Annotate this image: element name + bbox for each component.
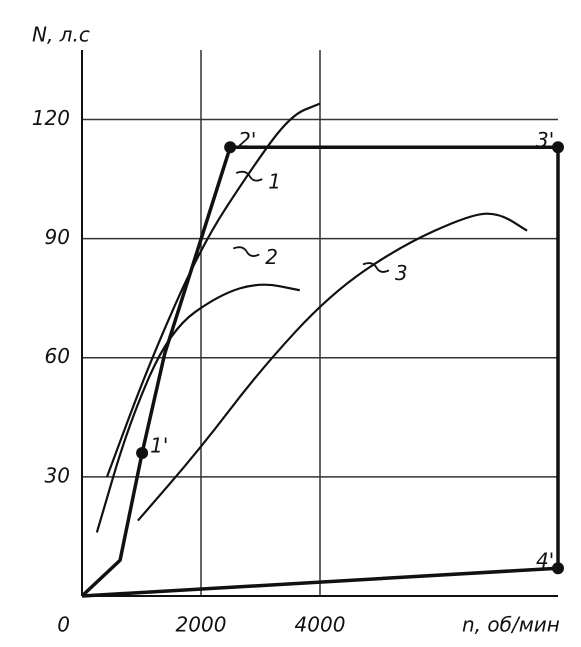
point-marker xyxy=(552,562,564,575)
y-tick-label: 30 xyxy=(45,463,70,487)
leader xyxy=(235,170,263,182)
curve xyxy=(105,102,321,478)
curve-label: 3 xyxy=(395,261,408,285)
point-label: 1' xyxy=(150,434,168,458)
y-tick-label: 90 xyxy=(45,225,70,249)
y-tick-label: 120 xyxy=(32,106,70,130)
point-label: 2' xyxy=(238,128,256,152)
point-label: 3' xyxy=(536,128,554,152)
curve xyxy=(137,212,528,522)
point-label: 4' xyxy=(536,549,554,573)
point-marker xyxy=(552,141,564,154)
x-tick-label: 2000 xyxy=(176,613,227,637)
y-axis-title: N, л.с xyxy=(32,23,90,47)
curve xyxy=(95,283,300,533)
curve-label: 1 xyxy=(268,170,281,194)
y-tick-label: 60 xyxy=(45,344,70,368)
leader xyxy=(232,246,260,257)
curve-label: 2 xyxy=(265,245,278,269)
x-axis-title: n, об/мин xyxy=(462,613,560,637)
x-tick-label: 4000 xyxy=(295,613,346,637)
point-marker xyxy=(224,141,237,154)
point-marker xyxy=(136,447,149,460)
curve xyxy=(80,145,560,598)
x-tick-label: 0 xyxy=(57,613,70,637)
leader xyxy=(362,262,390,273)
